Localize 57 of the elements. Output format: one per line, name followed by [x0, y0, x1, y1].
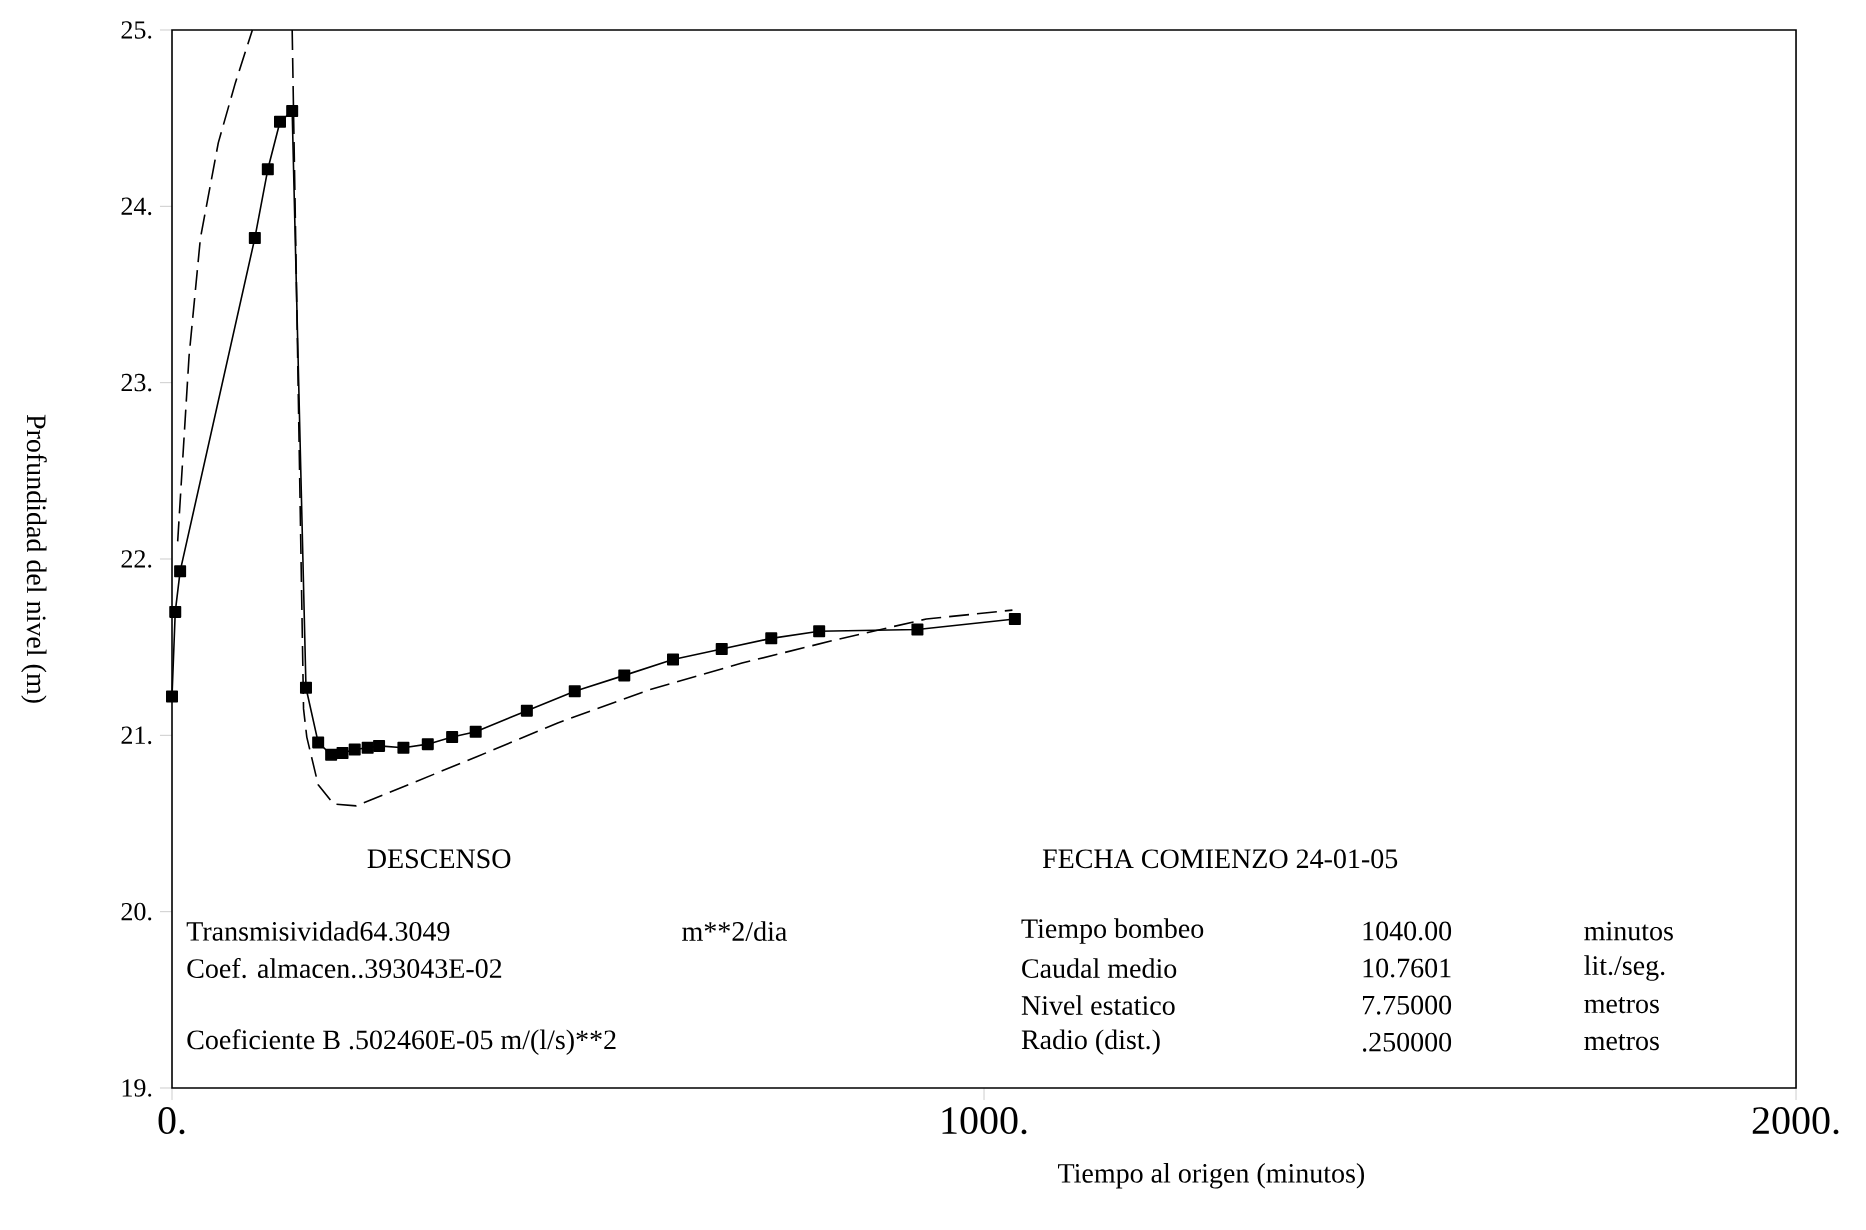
y-tick-label: 24. — [121, 197, 152, 216]
point — [336, 746, 349, 759]
annotation: 1040.00 — [1363, 921, 1452, 941]
annotation: 7.75000 — [1363, 995, 1452, 1015]
annotation: Coeficiente B .502460E-05 m/(l/s)**2 — [187, 1029, 616, 1055]
point — [274, 115, 286, 128]
x-axis-title: Tiempo al origen (minutos) — [1058, 1163, 1365, 1189]
point — [299, 681, 312, 694]
point — [667, 653, 680, 666]
annotation: metros — [1584, 1034, 1659, 1051]
annotation: Caudal medio — [1022, 958, 1177, 978]
point — [261, 163, 274, 176]
point — [813, 625, 826, 638]
point — [348, 743, 361, 756]
point — [373, 739, 386, 752]
annotation: Tiempo bombeo — [1021, 918, 1204, 944]
y-tick-label: 22. — [121, 550, 152, 568]
annotation: lit./seg. — [1584, 955, 1665, 981]
annotation: DESCENSO — [367, 849, 511, 869]
point — [248, 232, 261, 245]
annotation: Coef. almacen..393043E-02 — [187, 958, 502, 979]
point — [520, 704, 533, 717]
annotation: Radio (dist.) — [1021, 1029, 1160, 1055]
point — [469, 725, 482, 738]
point — [421, 738, 434, 751]
point — [765, 632, 778, 645]
annotation: 10.7601 — [1363, 958, 1451, 978]
annotation: minutos — [1584, 921, 1673, 941]
point — [568, 685, 581, 698]
annotation: .250000 — [1363, 1032, 1452, 1052]
y-tick-label: 23. — [121, 373, 152, 392]
point — [911, 623, 924, 636]
annotation: metros — [1584, 997, 1659, 1014]
y-tick-label: 19. — [122, 1079, 152, 1097]
y-tick-label: 20. — [121, 902, 152, 921]
y-axis-title: Profundidad del nivel (m) — [21, 414, 47, 703]
x-tick-label: 1000. — [942, 1107, 1027, 1135]
point — [618, 669, 631, 682]
point — [1008, 612, 1021, 625]
annotation: m**2/dia — [682, 921, 787, 941]
point — [312, 736, 325, 749]
annotation: FECHA COMIENZO 24-01-05 — [1042, 849, 1398, 869]
point — [361, 741, 374, 754]
point — [397, 741, 410, 754]
point — [446, 731, 459, 744]
point — [169, 605, 182, 618]
point — [166, 690, 178, 703]
x-tick-label: 2000. — [1752, 1107, 1839, 1135]
y-tick-label: 25. — [121, 21, 152, 39]
annotation: Transmisividad64.3049 — [186, 921, 450, 941]
point — [174, 565, 187, 578]
point — [715, 642, 728, 655]
x-tick-label: 0. — [158, 1107, 185, 1135]
point — [325, 748, 338, 761]
y-tick-label: 21. — [121, 726, 152, 745]
annotation: Nivel estatico — [1021, 995, 1175, 1015]
point — [286, 105, 299, 118]
